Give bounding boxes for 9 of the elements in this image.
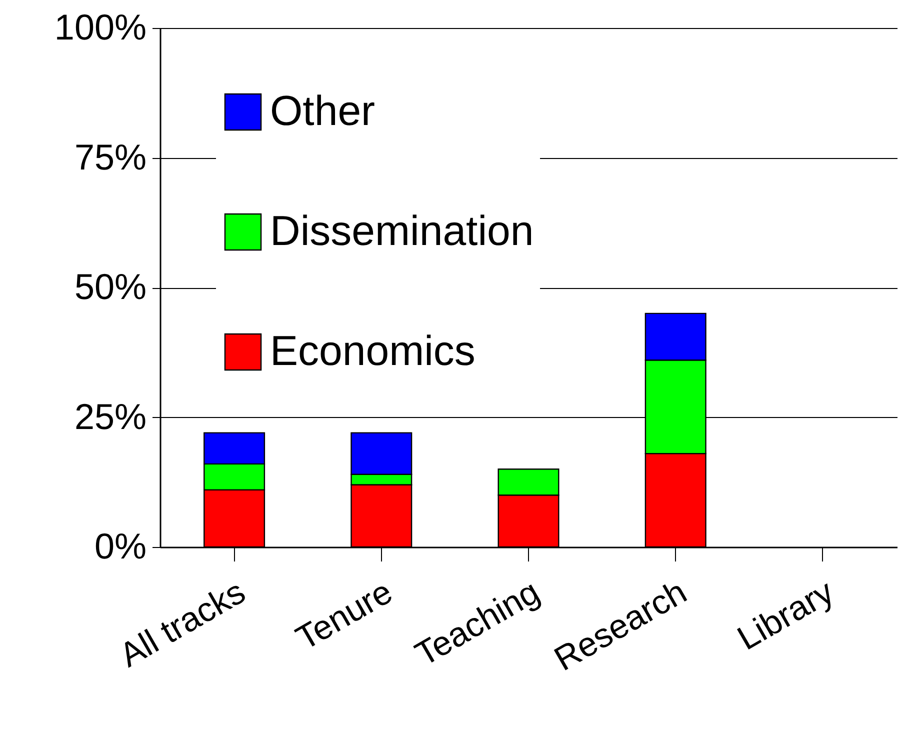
x-tick-label: All tracks	[113, 572, 252, 675]
legend-label: Economics	[270, 327, 476, 374]
y-tick-label: 25%	[74, 396, 146, 437]
legend-label: Dissemination	[270, 207, 534, 254]
y-tick-label: 75%	[74, 136, 146, 178]
y-tick-label: 50%	[74, 266, 146, 307]
y-tick-label: 0%	[94, 526, 146, 566]
y-tick-label: 100%	[54, 6, 146, 48]
legend-label: Other	[270, 87, 376, 134]
